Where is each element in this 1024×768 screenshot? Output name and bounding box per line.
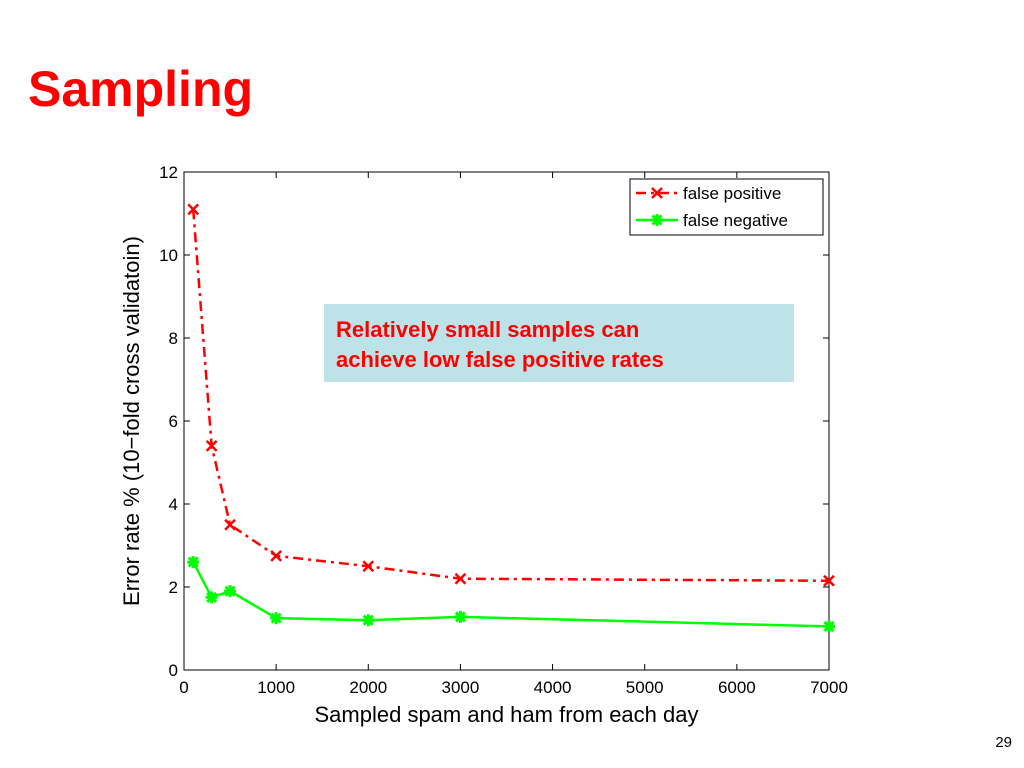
data-point-marker <box>224 585 237 598</box>
y-tick-label: 8 <box>169 329 178 348</box>
x-tick-label: 7000 <box>810 678 848 697</box>
x-tick-label: 3000 <box>442 678 480 697</box>
series-line <box>192 561 830 628</box>
data-point-marker <box>224 518 236 531</box>
data-point-marker <box>270 549 283 562</box>
data-point-marker <box>362 614 375 627</box>
x-tick-label: 4000 <box>534 678 572 697</box>
data-point-marker <box>454 610 467 623</box>
x-axis-label: Sampled spam and ham from each day <box>315 702 699 727</box>
y-tick-label: 0 <box>169 661 178 680</box>
data-point-marker <box>205 591 218 604</box>
series-false-positive <box>187 203 835 587</box>
y-axis-ticks: 0 2 4 6 8 10 12 <box>159 163 829 680</box>
data-point-marker <box>205 440 218 452</box>
callout-line-2: achieve low false positive rates <box>336 347 664 372</box>
x-tick-label: 6000 <box>718 678 756 697</box>
series-false-negative <box>187 556 835 633</box>
y-tick-label: 12 <box>159 163 178 182</box>
legend-label: false positive <box>683 184 781 203</box>
x-tick-label: 2000 <box>349 678 387 697</box>
callout-line-1: Relatively small samples can <box>336 317 640 342</box>
y-axis-label: Error rate % (10−fold cross validatoin) <box>119 236 144 606</box>
data-point-marker <box>823 620 835 633</box>
x-tick-label: 0 <box>179 678 188 697</box>
series-line <box>191 209 830 583</box>
data-point-marker <box>187 203 200 216</box>
legend-label: false negative <box>683 211 788 230</box>
data-point-marker <box>362 560 375 573</box>
x-axis-ticks: 0 1000 2000 3000 4000 5000 6000 7000 <box>179 172 848 697</box>
data-point-marker <box>270 612 283 625</box>
slide-title: Sampling <box>28 61 254 117</box>
series-layer <box>187 203 835 633</box>
legend-marker <box>651 214 663 226</box>
plot-frame <box>183 171 830 671</box>
legend-marker <box>651 187 663 199</box>
y-tick-label: 4 <box>169 495 178 514</box>
data-point-marker <box>187 556 200 569</box>
legend: false positive false negative <box>629 178 824 236</box>
y-tick-label: 10 <box>159 246 178 265</box>
x-tick-label: 5000 <box>626 678 664 697</box>
data-point-marker <box>823 574 835 587</box>
x-tick-label: 1000 <box>257 678 295 697</box>
y-tick-label: 6 <box>169 412 178 431</box>
y-tick-label: 2 <box>169 578 178 597</box>
slide-number: 29 <box>995 734 1012 751</box>
data-point-marker <box>454 572 467 585</box>
callout-box: Relatively small samples can achieve low… <box>324 304 794 382</box>
